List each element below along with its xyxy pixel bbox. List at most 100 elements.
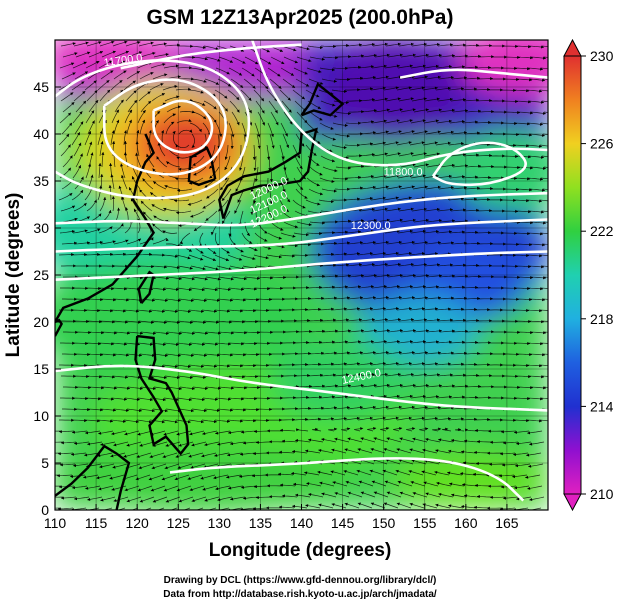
wind-arrowhead xyxy=(527,431,531,435)
streamline xyxy=(541,265,548,267)
wind-arrowhead xyxy=(204,184,208,188)
wind-arrowhead xyxy=(538,199,542,203)
wind-arrowhead xyxy=(111,40,115,44)
streamline xyxy=(541,375,548,377)
wind-arrowhead xyxy=(461,197,464,201)
wind-arrowhead xyxy=(320,81,324,85)
wind-arrowhead xyxy=(166,161,170,165)
wind-arrowhead xyxy=(526,419,529,423)
wind-arrowhead xyxy=(399,426,403,431)
wind-arrowhead xyxy=(476,98,479,102)
streamline xyxy=(541,100,548,103)
wind-arrowhead xyxy=(396,340,400,344)
wind-arrowhead xyxy=(408,307,412,311)
wind-arrowhead xyxy=(227,287,231,292)
streamline xyxy=(152,237,167,245)
wind-arrowhead xyxy=(80,121,84,125)
wind-arrowhead xyxy=(478,54,481,58)
streamline xyxy=(144,507,152,510)
wind-arrowhead xyxy=(150,320,154,324)
wind-arrowhead xyxy=(74,52,78,56)
wind-arrowhead xyxy=(488,175,491,180)
wind-arrowhead xyxy=(450,130,454,134)
wind-arrowhead xyxy=(308,492,312,497)
wind-arrowhead xyxy=(540,287,543,291)
wind-arrowhead xyxy=(461,417,464,421)
wind-arrowhead xyxy=(318,307,321,311)
wind-arrowhead xyxy=(206,195,210,199)
wind-arrowhead xyxy=(475,395,478,399)
wind-arrowhead xyxy=(360,384,364,388)
wind-arrowhead xyxy=(205,217,209,221)
wind-arrowhead xyxy=(178,224,182,228)
wind-arrowhead xyxy=(220,186,224,191)
wind-arrowhead xyxy=(189,510,192,513)
wind-arrowhead xyxy=(164,185,168,189)
wind-arrowhead xyxy=(164,298,168,302)
wind-arrowhead xyxy=(369,87,373,91)
wind-arrowhead xyxy=(151,466,155,470)
wind-arrowhead xyxy=(271,145,275,149)
wind-arrowhead xyxy=(201,288,205,292)
streamline xyxy=(130,507,139,510)
wind-arrowhead xyxy=(489,44,492,48)
wind-arrowhead xyxy=(399,329,403,333)
wind-arrowhead xyxy=(317,202,321,206)
wind-arrowhead xyxy=(344,395,348,399)
wind-arrowhead xyxy=(412,274,416,278)
wind-arrowhead xyxy=(490,440,493,444)
streamline xyxy=(195,507,204,510)
wind-arrowhead xyxy=(269,297,272,302)
wind-arrowhead xyxy=(135,141,139,145)
wind-arrowhead xyxy=(373,109,377,113)
wind-arrowhead xyxy=(333,79,337,83)
wind-arrowhead xyxy=(216,408,220,412)
wind-arrowhead xyxy=(528,210,531,214)
wind-arrowhead xyxy=(434,362,438,366)
wind-arrowhead xyxy=(321,406,324,410)
wind-arrowhead xyxy=(59,485,62,489)
wind-arrowhead xyxy=(526,363,529,368)
wind-arrowhead xyxy=(305,83,310,87)
wind-arrowhead xyxy=(174,364,178,369)
wind-arrowhead xyxy=(296,428,300,432)
wind-arrowhead xyxy=(217,277,221,281)
wind-arrowhead xyxy=(123,141,127,144)
streamline xyxy=(543,331,548,333)
wind-arrowhead xyxy=(242,375,245,379)
wind-arrowhead xyxy=(160,82,164,86)
streamline xyxy=(541,155,548,158)
wind-arrowhead xyxy=(67,144,71,148)
wind-arrowhead xyxy=(239,474,243,478)
wind-arrowhead xyxy=(213,309,217,313)
wind-arrowhead xyxy=(408,362,412,366)
wind-arrowhead xyxy=(473,472,476,476)
wind-arrowhead xyxy=(530,221,533,225)
wind-arrowhead xyxy=(449,340,452,344)
wind-arrowhead xyxy=(461,120,465,124)
wind-arrowhead xyxy=(266,190,270,193)
wind-arrowhead xyxy=(70,62,75,66)
wind-arrowhead xyxy=(333,189,337,193)
wind-arrowhead xyxy=(447,86,451,90)
wind-arrowhead xyxy=(386,218,390,222)
wind-arrowhead xyxy=(188,454,192,458)
wind-arrowhead xyxy=(143,211,147,215)
wind-arrowhead xyxy=(343,307,347,311)
wind-arrowhead xyxy=(71,205,76,209)
wind-arrowhead xyxy=(464,186,467,190)
wind-arrowhead xyxy=(382,469,386,473)
wind-arrowhead xyxy=(239,167,243,171)
wind-arrowhead xyxy=(256,408,259,412)
wind-arrowhead xyxy=(434,141,438,145)
wind-arrowhead xyxy=(70,474,74,478)
wind-arrowhead xyxy=(304,71,308,75)
wind-arrowhead xyxy=(369,362,373,366)
wind-arrowhead xyxy=(384,372,388,377)
wind-arrowhead xyxy=(82,91,86,95)
wind-arrowhead xyxy=(110,397,114,401)
wind-arrowhead xyxy=(540,210,544,214)
wind-arrowhead xyxy=(254,342,257,346)
wind-arrowhead xyxy=(202,431,206,435)
